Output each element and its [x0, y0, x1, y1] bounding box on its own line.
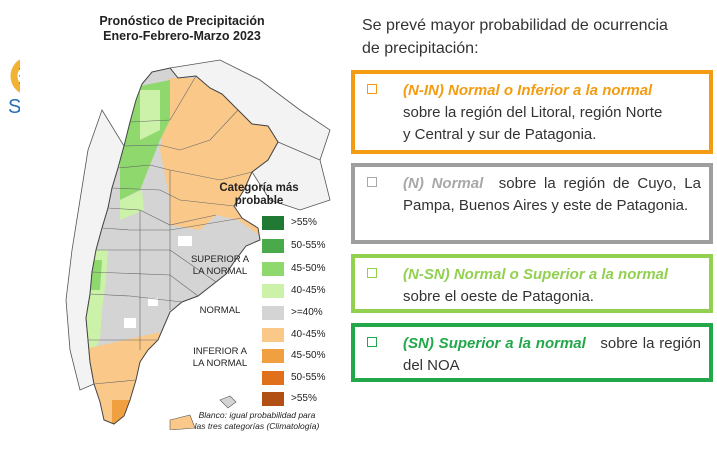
legend-group-superior-line-2: LA NORMAL — [192, 265, 248, 277]
legend-note: Blanco: igual probabilidad para las tres… — [178, 410, 336, 432]
legend-title: Categoría más probable — [213, 182, 305, 208]
category-text-line-1: sobre el oeste de Patagonia. — [403, 288, 594, 305]
category-box-n: (N) Normal sobre la región de Cuyo, La P… — [351, 163, 713, 244]
legend-swatch — [262, 239, 284, 253]
legend-label: 40-45% — [291, 285, 326, 296]
legend-group-superior: SUPERIOR A LA NORMAL — [187, 254, 253, 277]
category-highlight: (N-SN) Normal o Superior a la normal — [403, 266, 669, 283]
category-text-line-1: sobre la región del Litoral, región Nort… — [403, 104, 663, 121]
legend-swatch — [262, 349, 284, 363]
intro-line-2: de precipitación: — [362, 40, 479, 57]
legend-label: 50-55% — [291, 240, 326, 251]
checkbox-icon — [367, 268, 377, 278]
map-title: Pronóstico de Precipitación Enero-Febrer… — [82, 14, 282, 44]
legend-label: >=40% — [291, 307, 323, 318]
legend-swatch — [262, 216, 284, 230]
legend-swatch — [262, 371, 284, 385]
category-highlight: (SN) Superior a la normal — [403, 335, 586, 352]
legend-group-inferior-line-1: INFERIOR A — [193, 346, 247, 357]
category-text: sobre la región de Cuyo, La Pampa, Bueno… — [403, 175, 701, 214]
legend-label: 40-45% — [291, 329, 326, 340]
checkbox-icon — [367, 84, 377, 94]
legend-label: >55% — [291, 393, 317, 404]
legend-title-line-2: probable — [234, 195, 284, 207]
legend-note-line-2: las tres categorías (Climatología) — [194, 421, 320, 431]
checkbox-icon — [367, 337, 377, 347]
legend-swatch — [262, 328, 284, 342]
category-text: sobre la región del NOA — [403, 335, 701, 374]
legend-label: >55% — [291, 217, 317, 228]
legend-group-inferior-line-2: LA NORMAL — [192, 357, 248, 369]
legend-label: 50-55% — [291, 372, 326, 383]
intro-text: Se prevé mayor probabilidad de ocurrenci… — [362, 14, 707, 60]
legend-group-normal: NORMAL — [199, 305, 241, 316]
legend-label: 45-50% — [291, 263, 326, 274]
legend-note-line-1: Blanco: igual probabilidad para — [198, 410, 316, 420]
category-box-n-sn: (N-SN) Normal o Superior a la normal sob… — [351, 254, 713, 313]
legend-swatch — [262, 284, 284, 298]
checkbox-icon — [367, 177, 377, 187]
legend-label: 45-50% — [291, 350, 326, 361]
category-box-n-in: (N-IN) Normal o Inferior a la normal sob… — [351, 70, 713, 154]
legend-title-line-1: Categoría más — [219, 182, 299, 194]
argentina-precipitation-map — [20, 50, 350, 430]
category-highlight: (N-IN) Normal o Inferior a la normal — [403, 82, 653, 99]
legend-swatch — [262, 262, 284, 276]
category-box-sn: (SN) Superior a la normal sobre la regió… — [351, 323, 713, 382]
category-text-line-2: y Central y sur de Patagonia. — [403, 126, 597, 143]
legend-group-inferior: INFERIOR A LA NORMAL — [187, 346, 253, 369]
map-title-line-2: Enero-Febrero-Marzo 2023 — [103, 29, 261, 43]
legend-group-superior-line-1: SUPERIOR A — [190, 254, 250, 265]
map-title-line-1: Pronóstico de Precipitación — [99, 14, 265, 28]
legend-swatch — [262, 392, 284, 406]
legend-swatch — [262, 306, 284, 320]
intro-line-1: Se prevé mayor probabilidad de ocurrenci… — [362, 17, 668, 34]
category-highlight: (N) Normal — [403, 175, 484, 192]
